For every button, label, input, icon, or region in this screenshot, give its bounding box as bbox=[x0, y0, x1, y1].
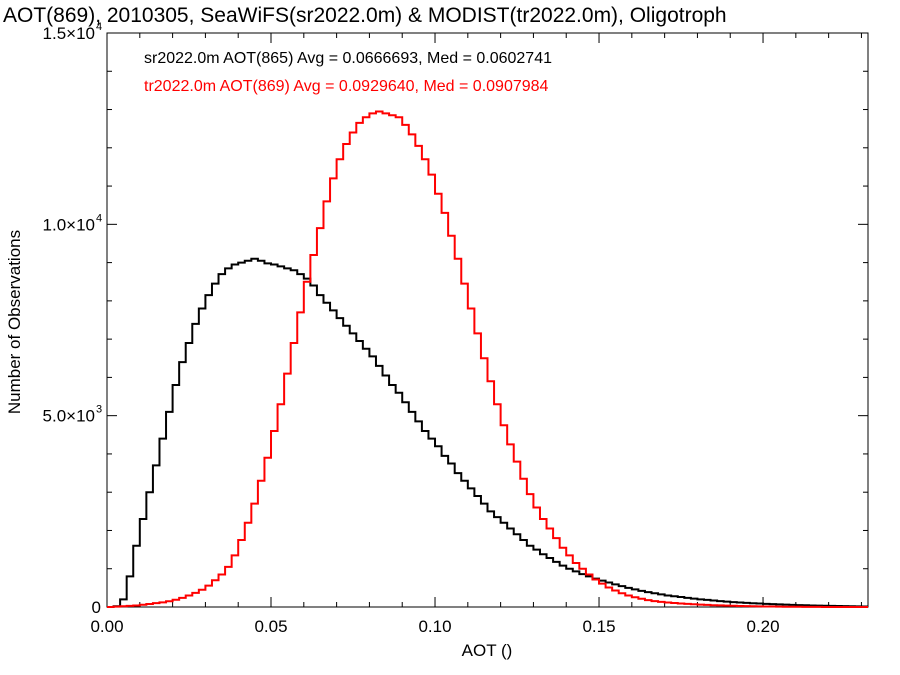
y-tick-exponent: 3 bbox=[96, 404, 102, 416]
x-tick-label: 0.15 bbox=[582, 617, 615, 636]
chart-title: AOT(869), 2010305, SeaWiFS(sr2022.0m) & … bbox=[3, 4, 727, 27]
series-line-1 bbox=[107, 110, 868, 608]
x-tick-label: 0.00 bbox=[90, 617, 123, 636]
y-tick-exponent: 4 bbox=[96, 212, 102, 224]
plot-frame bbox=[106, 32, 869, 608]
y-tick-label: 1.0×10 bbox=[43, 215, 95, 234]
y-tick-label: 0 bbox=[92, 598, 101, 617]
legend-entry-sr2022: sr2022.0m AOT(865) Avg = 0.0666693, Med … bbox=[144, 50, 552, 67]
series-line-0 bbox=[107, 257, 868, 608]
legend-entry-tr2022: tr2022.0m AOT(869) Avg = 0.0929640, Med … bbox=[144, 78, 549, 95]
x-tick-label: 0.10 bbox=[418, 617, 451, 636]
y-tick-label: 1.5×10 bbox=[43, 24, 95, 43]
x-tick-label: 0.20 bbox=[746, 617, 779, 636]
y-tick-exponent: 4 bbox=[96, 21, 102, 33]
y-tick-label: 5.0×10 bbox=[43, 407, 95, 426]
chart-text: AOT(869), 2010305, SeaWiFS(sr2022.0m) & … bbox=[3, 4, 727, 660]
series-layer bbox=[107, 110, 868, 608]
x-tick-label: 0.05 bbox=[254, 617, 287, 636]
y-axis-title: Number of Observations bbox=[5, 230, 24, 414]
x-axis-title: AOT () bbox=[462, 641, 513, 660]
